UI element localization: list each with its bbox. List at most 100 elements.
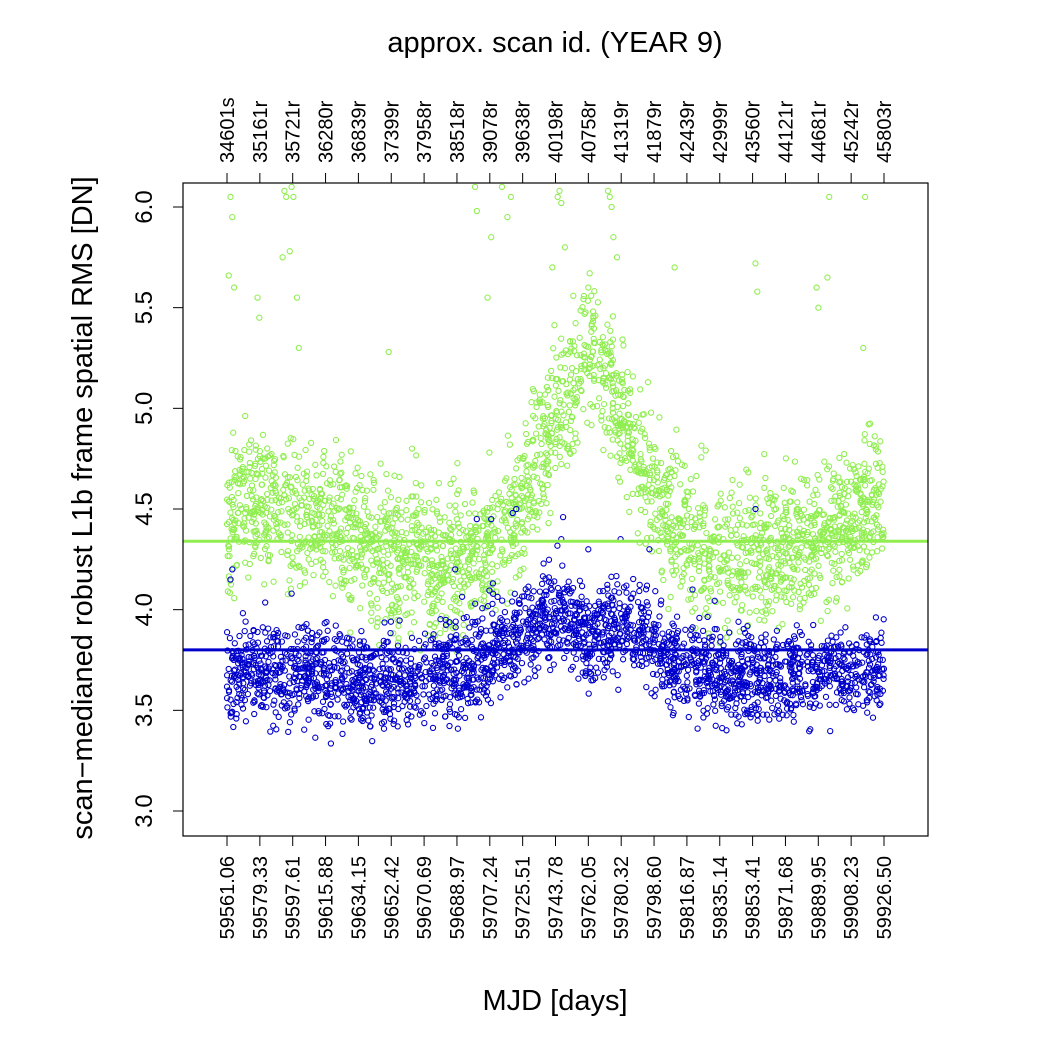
- data-point: [304, 508, 311, 515]
- data-point: [307, 439, 315, 447]
- data-point: [394, 639, 402, 646]
- data-point: [497, 694, 504, 701]
- data-point: [595, 395, 603, 402]
- data-point: [561, 654, 568, 662]
- data-point: [796, 602, 804, 609]
- data-point: [804, 528, 811, 536]
- data-point: [797, 580, 804, 587]
- data-point: [362, 700, 370, 707]
- data-point: [582, 672, 589, 679]
- data-point: [877, 438, 884, 445]
- data-point: [288, 655, 295, 662]
- data-point: [693, 667, 700, 675]
- data-point: [552, 415, 559, 422]
- data-point: [352, 470, 359, 477]
- data-point: [688, 575, 696, 583]
- data-point: [228, 525, 235, 533]
- data-point: [515, 551, 522, 558]
- data-point: [743, 522, 750, 529]
- data-point: [822, 693, 830, 701]
- data-point: [617, 459, 624, 467]
- data-point: [335, 506, 342, 513]
- data-point: [386, 705, 393, 713]
- data-point: [326, 578, 333, 586]
- data-point: [803, 531, 811, 538]
- data-point: [241, 686, 249, 693]
- data-point: [310, 571, 317, 579]
- data-point: [779, 711, 786, 718]
- outlier-point: [815, 304, 822, 311]
- data-point: [380, 508, 387, 515]
- data-point: [240, 685, 247, 692]
- data-point: [739, 666, 746, 673]
- data-point: [256, 447, 264, 455]
- data-point: [345, 551, 353, 558]
- data-point: [398, 666, 406, 673]
- data-point: [347, 715, 354, 722]
- data-point: [614, 624, 621, 631]
- data-point: [472, 698, 479, 705]
- data-point: [879, 656, 886, 664]
- data-point: [512, 481, 519, 488]
- data-point: [312, 734, 319, 741]
- outlier-point: [471, 183, 479, 191]
- data-point: [370, 479, 378, 486]
- data-point: [765, 651, 773, 658]
- data-point: [810, 704, 817, 712]
- data-point: [604, 321, 611, 328]
- data-point: [358, 682, 366, 689]
- data-point: [463, 641, 470, 648]
- data-point: [489, 496, 496, 504]
- data-point: [226, 634, 234, 642]
- data-point: [465, 566, 473, 573]
- data-point: [621, 614, 628, 621]
- data-point: [672, 467, 679, 474]
- data-point: [334, 494, 341, 502]
- data-point: [352, 488, 359, 495]
- data-point: [376, 666, 383, 673]
- data-point: [873, 491, 880, 498]
- data-point: [373, 559, 380, 566]
- data-point: [322, 693, 330, 701]
- data-point: [552, 464, 559, 472]
- data-point: [236, 502, 244, 509]
- data-point: [298, 502, 306, 509]
- data-point: [427, 695, 434, 703]
- data-point: [572, 368, 580, 375]
- data-point: [486, 580, 493, 587]
- data-point: [821, 522, 828, 529]
- data-point: [656, 488, 663, 495]
- data-point: [330, 481, 337, 488]
- data-point: [437, 687, 444, 694]
- data-point: [842, 520, 849, 527]
- data-point: [765, 521, 772, 528]
- data-point: [421, 630, 429, 637]
- data-point: [518, 519, 526, 526]
- data-point: [301, 569, 309, 576]
- data-point: [786, 498, 793, 505]
- data-point: [480, 509, 487, 516]
- data-point: [765, 499, 772, 507]
- data-point: [383, 470, 390, 478]
- data-point: [370, 486, 377, 493]
- data-point: [282, 496, 290, 503]
- data-point: [345, 592, 352, 599]
- data-point: [836, 511, 843, 518]
- outlier-point: [488, 234, 495, 241]
- data-point: [702, 550, 709, 557]
- data-point: [815, 545, 823, 552]
- data-point: [254, 690, 261, 697]
- data-point: [337, 525, 345, 532]
- data-point: [777, 695, 784, 702]
- data-point: [646, 476, 653, 484]
- data-point: [431, 575, 438, 582]
- data-point: [356, 641, 363, 649]
- data-point: [557, 364, 564, 371]
- data-point: [250, 515, 257, 522]
- data-point: [455, 567, 462, 575]
- data-point: [671, 651, 679, 658]
- data-point: [460, 661, 467, 669]
- data-point: [453, 560, 460, 567]
- data-point: [358, 688, 365, 695]
- data-point: [238, 701, 245, 708]
